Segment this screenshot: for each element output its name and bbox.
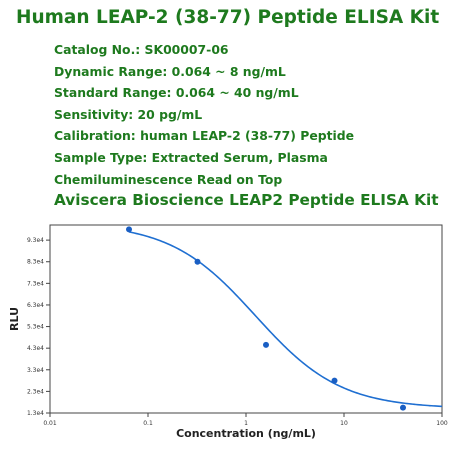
y-tick-label: 2.3e4: [27, 388, 44, 395]
y-axis-label: RLU: [8, 307, 21, 331]
spec-read-mode: Chemiluminescence Read on Top: [54, 171, 283, 187]
y-axis-ticks: 1.3e4 2.3e4 3.3e4 4.3e4 5.3e4 6.3e4 7.3e4 8.3e4…: [27, 237, 50, 417]
x-tick-label: 100: [436, 420, 448, 427]
x-axis-ticks: 0.01 0.1 1 10 100: [43, 413, 448, 427]
x-axis-label: Concentration (ng/mL): [176, 427, 316, 440]
x-tick-label: 10: [340, 420, 348, 427]
data-points: [126, 226, 407, 411]
data-point: [194, 258, 201, 265]
spec-dynamic-range: Dynamic Range: 0.064 ~ 8 ng/mL: [54, 63, 286, 79]
spec-catalog-number: Catalog No.: SK00007-06: [54, 42, 229, 57]
spec-sensitivity: Sensitivity: 20 pg/mL: [54, 106, 203, 122]
data-point: [331, 377, 338, 384]
fit-curve-line: [128, 231, 443, 408]
x-tick-label: 1: [244, 420, 248, 427]
x-tick-label: 0.01: [43, 420, 57, 427]
data-point: [400, 404, 407, 411]
data-point: [263, 341, 270, 348]
data-point: [126, 226, 133, 233]
y-tick-label: 9.3e4: [27, 237, 44, 244]
standard-curve-chart: 0.01 0.1 1 10 100 1.3e4 2.3e4 3.3e4 4.3e4 5.3e4 6…: [8, 224, 448, 440]
y-tick-label: 4.3e4: [27, 345, 44, 352]
y-tick-label: 5.3e4: [27, 324, 44, 331]
spec-calibration: Calibration: human LEAP-2 (38-77) Peptid…: [54, 128, 355, 144]
kit-title: Human LEAP-2 (38-77) Peptide ELISA Kit: [16, 7, 440, 28]
y-tick-label: 8.3e4: [27, 259, 44, 266]
spec-list: Catalog No.: SK00007-06 Dynamic Range: 0…: [54, 39, 446, 190]
y-tick-label: 7.3e4: [27, 280, 44, 287]
y-tick-label: 6.3e4: [27, 302, 44, 309]
spec-sample-type: Sample Type: Extracted Serum, Plasma: [54, 149, 328, 165]
y-tick-label: 1.3e4: [27, 410, 44, 417]
chart-subtitle: Aviscera Bioscience LEAP2 Peptide ELISA …: [54, 191, 439, 209]
x-tick-label: 0.1: [143, 420, 153, 427]
spec-standard-range: Standard Range: 0.064 ~ 40 ng/mL: [54, 85, 299, 101]
plot-frame: [49, 224, 443, 414]
y-tick-label: 3.3e4: [27, 367, 44, 374]
